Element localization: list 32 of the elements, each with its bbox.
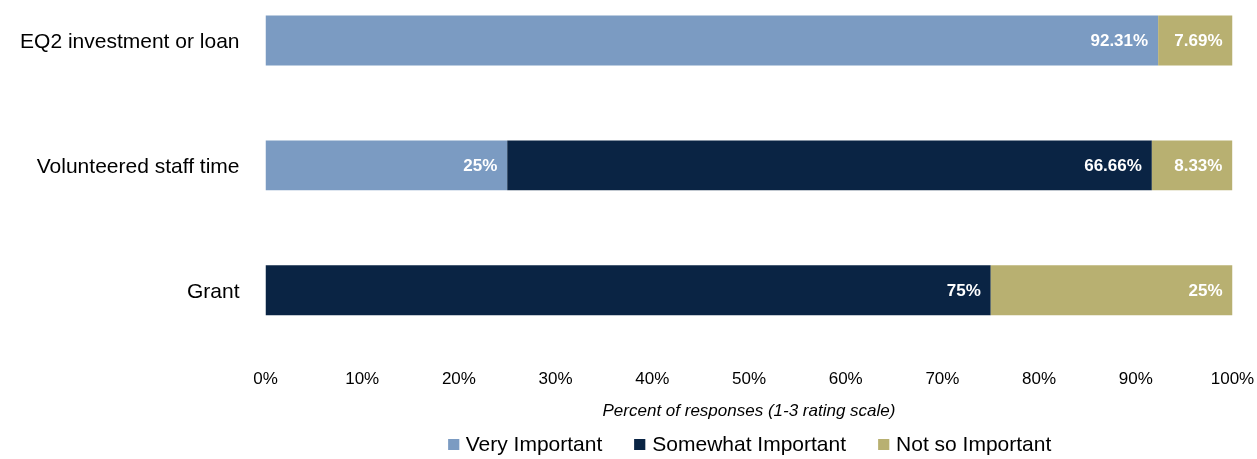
- data-label: 75%: [946, 280, 981, 300]
- data-label: 66.66%: [1084, 155, 1142, 175]
- bar: [507, 140, 1152, 191]
- data-label: 25%: [463, 155, 498, 175]
- x-tick-label: 0%: [253, 368, 278, 388]
- x-tick-label: 40%: [635, 368, 670, 388]
- x-tick-label: 60%: [828, 368, 863, 388]
- y-tick-label: Grant: [186, 278, 240, 302]
- bar: [265, 140, 508, 191]
- legend-label: Very Important: [465, 432, 603, 456]
- x-tick-label: 90%: [1118, 368, 1153, 388]
- x-axis-title: Percent of responses (1-3 rating scale): [602, 400, 896, 420]
- bar: [265, 265, 991, 316]
- x-tick-label: 20%: [441, 368, 476, 388]
- data-label: 25%: [1188, 280, 1223, 300]
- x-tick-label: 10%: [345, 368, 380, 388]
- y-tick-label: Volunteered staff time: [36, 153, 240, 177]
- data-label: 8.33%: [1174, 155, 1223, 175]
- bar: [1151, 140, 1233, 191]
- x-tick-label: 30%: [538, 368, 573, 388]
- x-tick-label: 80%: [1022, 368, 1057, 388]
- data-label: 92.31%: [1090, 30, 1149, 50]
- x-tick-label: 50%: [731, 368, 767, 388]
- data-label: 7.69%: [1174, 30, 1223, 50]
- x-tick-label: 100%: [1210, 368, 1255, 388]
- bar: [1158, 15, 1233, 66]
- legend-label: Somewhat Important: [652, 432, 847, 456]
- bar: [265, 15, 1159, 66]
- bar: [990, 265, 1233, 316]
- x-tick-label: 70%: [925, 368, 960, 388]
- legend-label: Not so Important: [896, 432, 1052, 456]
- y-tick-label: EQ2 investment or loan: [20, 28, 240, 52]
